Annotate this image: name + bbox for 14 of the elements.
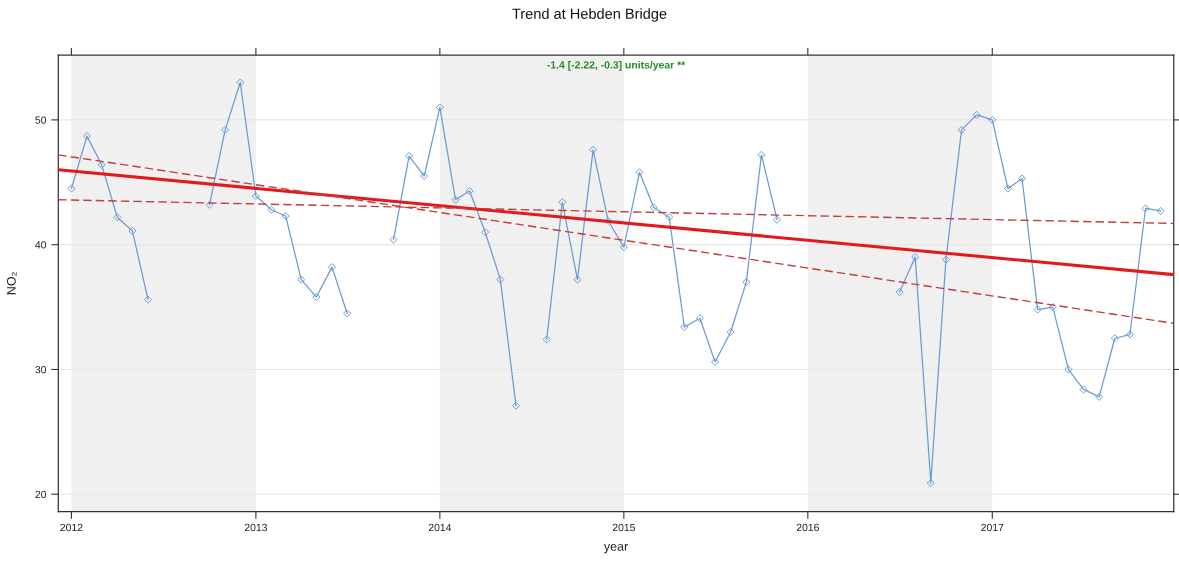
x-tick-label: 2015 — [612, 523, 635, 532]
y-tick-label: 50 — [35, 116, 47, 124]
x-tick-label: 2014 — [428, 523, 452, 532]
annotation: -1.4 [-2.22, -0.3] units/year ** — [547, 60, 686, 71]
y-tick-label: 40 — [35, 241, 47, 249]
x-tick-label: 2012 — [60, 523, 83, 532]
y-tick-label: 30 — [35, 365, 47, 374]
chart-title: Trend at Hebden Bridge — [512, 8, 667, 22]
y-tick-label: 20 — [35, 490, 47, 499]
x-tick-label: 2017 — [981, 523, 1004, 532]
y-axis-title: NO₂ — [6, 272, 17, 295]
x-axis-title: year — [603, 543, 628, 554]
x-tick-label: 2013 — [244, 523, 268, 532]
x-tick-label: 2016 — [796, 523, 819, 532]
